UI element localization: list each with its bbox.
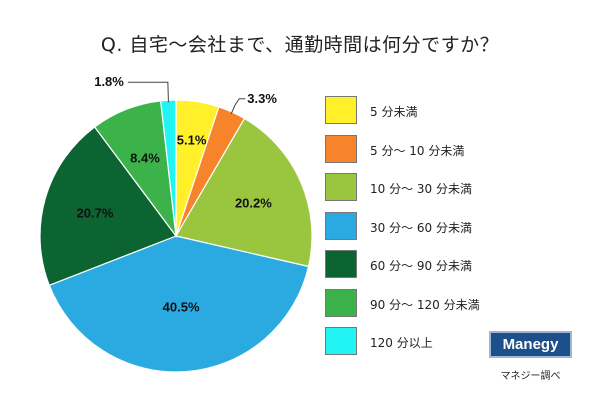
slice-labels: 5.1% 3.3% 20.2% 40.5% 20.7% 8.4% 1.8%	[77, 74, 278, 314]
legend-item-5: 60 分〜 90 分未満	[325, 250, 525, 280]
legend-swatch-4	[325, 211, 357, 240]
legend-label-6: 90 分〜 120 分未満	[370, 297, 480, 312]
legend-swatch-1	[325, 96, 357, 124]
legend-label-3: 10 分〜 30 分未満	[370, 182, 472, 196]
pie-slice-4	[48, 235, 310, 373]
pie-slice-5	[39, 126, 177, 287]
slice-value-label-1: 5.1%	[177, 132, 207, 147]
slice-value-label-3: 20.2%	[235, 196, 272, 211]
legend-label-2: 5 分〜 10 分未満	[370, 143, 465, 158]
legend-item-4: 30 分〜 60 分未満	[325, 211, 525, 242]
legend-label-1: 5 分未満	[370, 105, 418, 119]
legend-item-7: 120 分以上	[325, 327, 525, 357]
slice-value-label-4: 40.5%	[163, 300, 200, 315]
slice-value-label-7: 1.8%	[94, 74, 124, 89]
pie-slices	[39, 99, 313, 373]
legend-swatch-2	[325, 134, 357, 163]
brand-logo: Manegy	[489, 331, 572, 358]
legend-item-2: 5 分〜 10 分未満	[325, 134, 525, 165]
legend-label-4: 30 分〜 60 分未満	[370, 220, 472, 235]
legend-label-5: 60 分〜 90 分未満	[370, 259, 472, 273]
source-note: マネジー調べ	[500, 371, 561, 382]
legend-item-3: 10 分〜 30 分未満	[325, 173, 525, 203]
legend-item-6: 90 分〜 120 分未満	[325, 288, 525, 319]
slice-value-label-6: 8.4%	[130, 151, 160, 166]
legend-label-7: 120 分以上	[370, 336, 433, 350]
leader-line-2	[230, 98, 246, 115]
leader-lines	[127, 81, 246, 115]
legend-swatch-3	[325, 173, 357, 201]
chart-title: Q. 自宅〜会社まで、通勤時間は何分ですか？	[100, 34, 500, 56]
legend-swatch-5	[325, 250, 357, 278]
legend-item-1: 5 分未満	[325, 96, 525, 126]
leader-line-7	[127, 81, 169, 103]
pie-slice-3	[175, 117, 313, 268]
legend-swatch-7	[325, 327, 357, 355]
legend-swatch-6	[325, 288, 357, 317]
slice-value-label-2: 3.3%	[247, 91, 277, 106]
slice-value-label-5: 20.7%	[77, 206, 114, 221]
